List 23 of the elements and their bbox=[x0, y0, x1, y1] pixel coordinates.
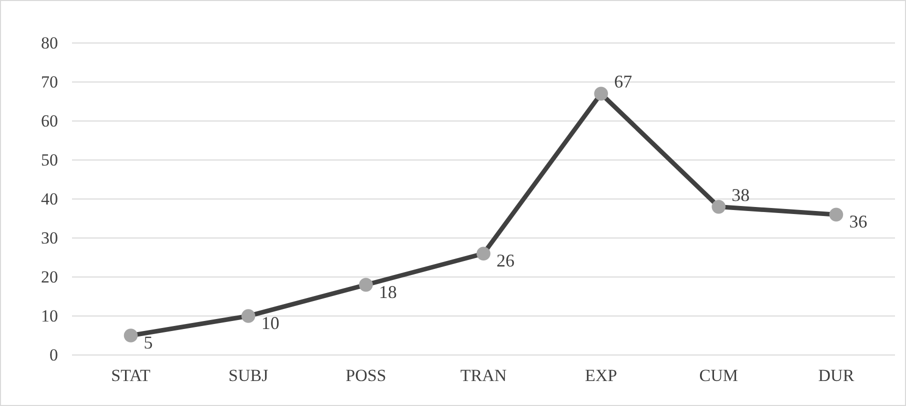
data-label: 67 bbox=[614, 72, 632, 92]
y-tick-label: 10 bbox=[41, 306, 58, 326]
data-label: 26 bbox=[496, 250, 514, 271]
x-tick-label: DUR bbox=[818, 366, 855, 386]
y-tick-label: 30 bbox=[41, 228, 58, 248]
data-label: 38 bbox=[732, 184, 750, 205]
x-tick-label: SUBJ bbox=[228, 366, 269, 386]
y-tick-label: 20 bbox=[41, 267, 58, 286]
y-tick-label: 80 bbox=[41, 33, 58, 52]
data-label: 36 bbox=[849, 212, 868, 232]
y-tick-label: 40 bbox=[41, 189, 58, 208]
y-tick-label: 0 bbox=[50, 345, 58, 364]
x-tick-label: TRAN bbox=[460, 366, 507, 386]
x-tick-label: EXP bbox=[585, 366, 618, 386]
y-tick-label: 70 bbox=[41, 72, 58, 92]
y-tick-label: 60 bbox=[41, 111, 58, 130]
x-tick-label: POSS bbox=[346, 366, 386, 386]
data-label: 18 bbox=[378, 282, 397, 302]
x-tick-label: STAT bbox=[111, 366, 152, 386]
data-label: 10 bbox=[261, 313, 280, 333]
data-label: 5 bbox=[144, 332, 153, 352]
y-tick-label: 50 bbox=[41, 150, 58, 170]
x-tick-label: CUM bbox=[699, 366, 738, 386]
